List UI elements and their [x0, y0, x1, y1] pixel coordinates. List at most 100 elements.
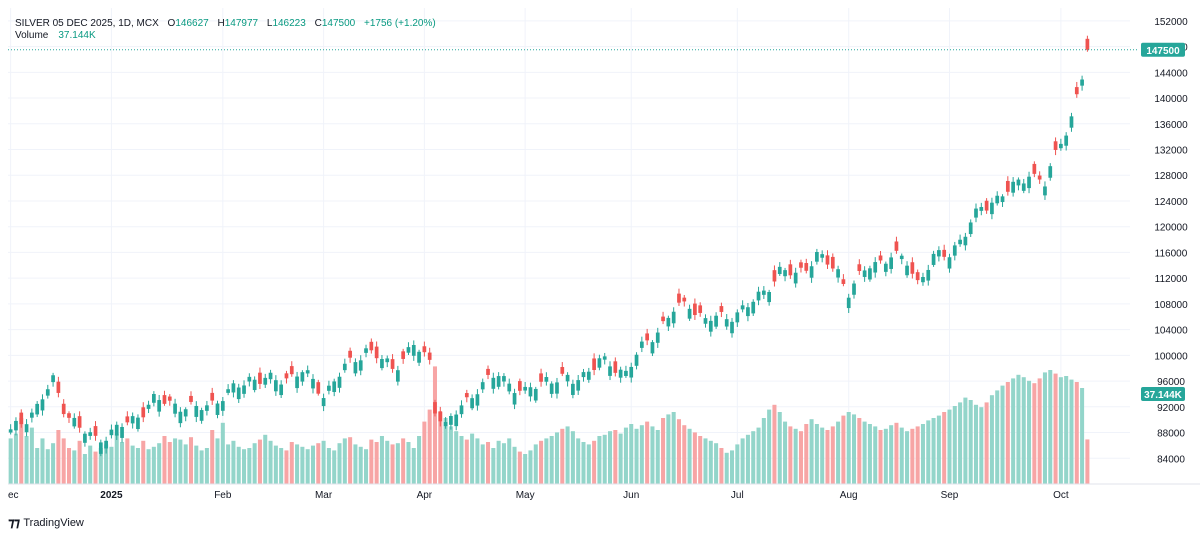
volume-bar: [586, 444, 591, 484]
candle-body: [905, 265, 909, 276]
volume-bar: [1080, 388, 1085, 484]
volume-bar: [93, 451, 98, 484]
volume-bar: [639, 425, 644, 484]
candle-body: [990, 202, 994, 215]
candle-body: [624, 370, 628, 377]
volume-bar: [1053, 373, 1058, 484]
volume-bar: [729, 450, 735, 484]
volume-bar: [88, 445, 93, 484]
x-tick-label: Feb: [214, 490, 232, 501]
low-label: L: [266, 18, 273, 29]
volume-bar: [1000, 385, 1005, 484]
volume-bar: [24, 436, 29, 484]
candle-body: [793, 272, 798, 284]
y-tick-label: 124000: [1154, 197, 1188, 208]
candle-body: [942, 249, 947, 257]
candle-body: [740, 305, 745, 310]
candle-body: [1059, 143, 1063, 149]
volume-bar: [618, 433, 623, 484]
tradingview-logo[interactable]: ⁊⁊ TradingView: [8, 515, 84, 531]
volume-bar: [289, 442, 294, 484]
candle-body: [40, 399, 45, 411]
close-value: 147500: [321, 18, 356, 29]
volume-bar: [528, 450, 533, 484]
volume-bar: [544, 438, 549, 484]
candle-body: [45, 389, 50, 396]
last-price-label: 147500: [1146, 46, 1180, 57]
volume-bar: [655, 430, 660, 484]
volume-bar: [565, 426, 570, 484]
candle-body: [815, 252, 819, 262]
y-tick-label: 92000: [1157, 403, 1185, 414]
candle-body: [496, 376, 501, 387]
candle-body: [809, 266, 814, 278]
candle-body: [846, 297, 851, 309]
volume-bar: [252, 443, 257, 484]
volume-bar: [703, 438, 708, 484]
candle-body: [183, 409, 188, 417]
candle-body: [772, 270, 777, 282]
candles: [8, 35, 1090, 457]
volume-bar: [915, 426, 920, 484]
volume-bar: [109, 446, 114, 484]
candle-body: [931, 253, 936, 265]
volume-bar: [61, 438, 66, 484]
volume-bar: [348, 437, 353, 484]
volume-bar: [804, 424, 809, 484]
volume-bar: [920, 424, 925, 484]
volume-bar: [443, 418, 448, 484]
volume-bar: [480, 444, 485, 484]
candle-body: [995, 195, 1000, 204]
candle-body: [677, 293, 681, 303]
candle-body: [693, 303, 697, 316]
candle-body: [958, 239, 962, 245]
volume-bar: [369, 439, 374, 484]
candle-body: [761, 290, 766, 295]
volume-bar: [634, 428, 639, 484]
candle-body: [889, 257, 893, 269]
volume-bar: [40, 438, 45, 484]
candle-body: [51, 375, 55, 383]
volume-bar: [841, 415, 846, 484]
candle-body: [682, 297, 687, 302]
volume-bar: [862, 421, 867, 484]
volume-bar: [698, 436, 703, 484]
candle-body: [231, 383, 236, 393]
candle-body: [915, 272, 920, 281]
candle-body: [565, 374, 570, 382]
volume-bar: [809, 419, 814, 484]
candle-body: [873, 262, 878, 273]
volume-bar: [470, 433, 475, 484]
volume-bar: [427, 409, 432, 484]
volume-bar: [581, 442, 586, 484]
volume-bar: [549, 436, 554, 484]
x-tick-label: Sep: [941, 490, 959, 501]
volume-bar: [125, 438, 130, 484]
volume-bar: [570, 431, 575, 484]
candle-body: [1069, 116, 1074, 128]
candle-body: [61, 403, 66, 415]
volume-bar: [167, 442, 172, 484]
candle-body: [279, 384, 284, 396]
volume-bar: [1011, 378, 1016, 484]
candle-body: [555, 382, 559, 394]
y-tick-label: 120000: [1154, 223, 1188, 234]
x-tick-label: ec: [8, 490, 19, 501]
volume-bar: [501, 443, 506, 484]
volume-bar: [650, 426, 655, 484]
volume-bar: [661, 418, 666, 484]
candle-body: [544, 377, 549, 382]
volume-bar: [979, 407, 984, 484]
candle-body: [358, 360, 363, 371]
change-value: +1756 (+1.20%): [363, 18, 436, 29]
candle-body: [337, 376, 342, 388]
volume-bar: [793, 428, 798, 484]
volume-bar: [989, 395, 994, 484]
volume-bar: [942, 412, 947, 484]
candle-body: [252, 379, 257, 391]
candle-body: [226, 389, 230, 393]
candle-body: [746, 307, 750, 317]
candle-body: [136, 417, 140, 430]
y-tick-label: 84000: [1157, 454, 1185, 465]
